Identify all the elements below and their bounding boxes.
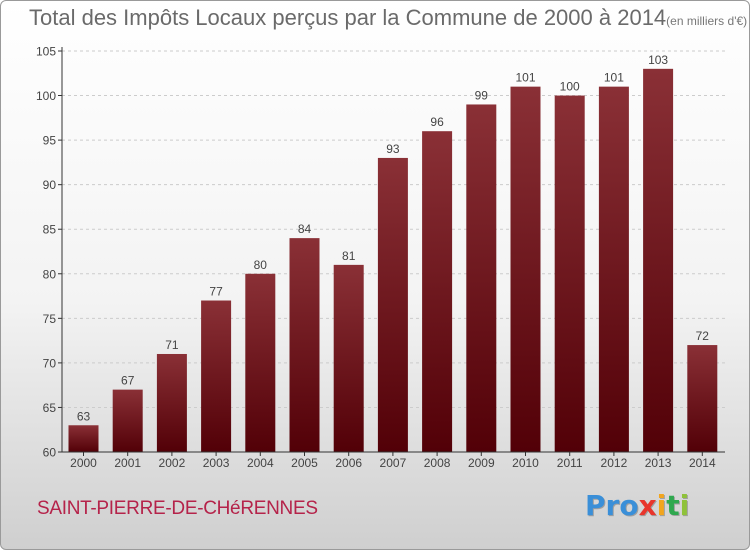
bar-value-label: 103 — [648, 53, 668, 67]
y-tick-label: 105 — [36, 45, 56, 59]
chart-title-unit: (en milliers d'€) — [666, 14, 748, 28]
y-tick-label: 100 — [36, 89, 56, 103]
logo-letter: t — [666, 489, 680, 522]
bar-value-label: 77 — [209, 285, 223, 299]
bar-value-label: 96 — [430, 115, 444, 129]
logo-letter: i — [679, 489, 690, 522]
bar — [554, 95, 585, 453]
chart-title: Total des Impôts Locaux perçus par la Co… — [29, 5, 747, 31]
x-tick-label: 2009 — [468, 456, 495, 470]
bar — [598, 86, 629, 453]
bar-value-label: 80 — [254, 258, 268, 272]
commune-name: SAINT-PIERRE-DE-CHéRENNES — [37, 498, 318, 519]
y-tick-label: 90 — [43, 178, 57, 192]
bar-value-label: 81 — [342, 249, 356, 263]
bar — [643, 68, 674, 453]
y-tick-label: 75 — [43, 312, 57, 326]
x-tick-label: 2005 — [291, 456, 318, 470]
y-tick-label: 95 — [43, 134, 57, 148]
bar-value-label: 101 — [515, 71, 535, 85]
bar-value-label: 93 — [386, 142, 400, 156]
logo-letter: x — [638, 489, 657, 522]
bar-value-label: 72 — [696, 329, 710, 343]
y-tick-label: 65 — [43, 401, 57, 415]
bar — [333, 264, 364, 452]
bar-value-label: 100 — [560, 80, 580, 94]
bar — [156, 353, 187, 452]
bar — [510, 86, 541, 453]
bar-value-label: 101 — [604, 71, 624, 85]
x-tick-label: 2002 — [159, 456, 186, 470]
y-tick-label: 70 — [43, 356, 57, 370]
logo-letter: r — [605, 489, 620, 522]
bar — [687, 345, 718, 452]
x-tick-label: 2006 — [335, 456, 362, 470]
bar — [377, 157, 408, 452]
x-tick-label: 2010 — [512, 456, 539, 470]
bar-value-label: 67 — [121, 374, 135, 388]
proxiti-logo[interactable]: Proxiti — [585, 489, 695, 523]
x-tick-label: 2003 — [203, 456, 230, 470]
x-tick-label: 2001 — [114, 456, 141, 470]
bar — [245, 273, 276, 452]
bar-value-label: 71 — [165, 338, 179, 352]
chart-title-main: Total des Impôts Locaux perçus par la Co… — [29, 5, 667, 30]
bar — [422, 131, 453, 452]
x-tick-label: 2013 — [645, 456, 672, 470]
x-tick-label: 2004 — [247, 456, 274, 470]
x-tick-label: 2011 — [557, 456, 583, 470]
bar — [466, 104, 497, 452]
logo-letter: P — [585, 489, 606, 522]
x-tick-label: 2007 — [380, 456, 407, 470]
x-tick-label: 2014 — [689, 456, 716, 470]
x-tick-label: 2012 — [601, 456, 628, 470]
bar-value-label: 84 — [298, 222, 312, 236]
bar — [112, 389, 143, 452]
y-tick-label: 80 — [43, 267, 57, 281]
bar — [201, 300, 232, 452]
bar — [68, 425, 99, 452]
x-tick-label: 2000 — [70, 456, 97, 470]
logo-letter: o — [619, 489, 639, 522]
logo-letter: i — [656, 489, 667, 522]
y-tick-label: 85 — [43, 223, 57, 237]
x-tick-label: 2008 — [424, 456, 451, 470]
bar-value-label: 99 — [475, 88, 489, 102]
bar-value-label: 63 — [77, 409, 91, 423]
y-tick-label: 60 — [43, 446, 57, 460]
bar — [289, 238, 320, 452]
